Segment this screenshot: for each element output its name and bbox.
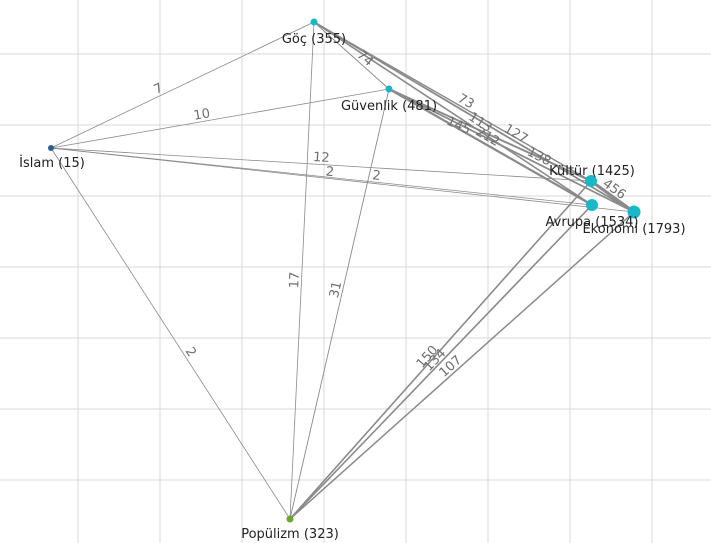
node-label-kultur: Kültür (1425) — [549, 164, 635, 179]
edge-guvenlik-avrupa — [388, 88, 593, 206]
edge-islam-ekonomi — [50, 147, 635, 213]
edge-guvenlik-ekonomi — [388, 88, 635, 213]
edge-label-goc-kultur: 73 — [455, 91, 477, 112]
edge-label-islam-goc: 7 — [152, 81, 166, 98]
node-label-avrupa: Avrupa (1534) — [546, 215, 639, 230]
node-labels-layer: Göç (355) Güvenlik (481) İslam (15) Kültür … — [19, 32, 685, 542]
edges-layer — [50, 21, 635, 520]
node-guvenlik[interactable] — [385, 85, 393, 93]
edge-kultur-ekonomi — [590, 179, 635, 214]
edge-goc-ekonomi — [313, 21, 635, 213]
edge-label-islam-ekonomi: 2 — [372, 168, 382, 184]
node-label-guvenlik: Güvenlik (481) — [341, 99, 437, 114]
node-islam[interactable] — [48, 145, 54, 151]
edge-label-islam-guvenlik: 10 — [193, 106, 212, 124]
node-label-islam: İslam (15) — [19, 155, 85, 171]
edge-goc-guvenlik — [313, 21, 390, 90]
node-avrupa[interactable] — [586, 199, 598, 211]
edge-ekonomi-populizm — [289, 211, 635, 520]
edge-label-guvenlik-populizm: 31 — [327, 280, 345, 299]
edge-guvenlik-kultur — [388, 88, 592, 182]
edge-goc-populizm — [289, 21, 315, 520]
edge-label-islam-kultur: 12 — [313, 150, 330, 166]
node-label-ekonomi: Ekonomi (1793) — [582, 222, 685, 237]
edge-avrupa-populizm — [289, 204, 593, 520]
edge-islam-populizm — [50, 147, 291, 520]
edge-islam-goc — [50, 21, 315, 149]
node-populizm[interactable] — [286, 515, 294, 523]
edge-kultur-populizm — [289, 180, 592, 520]
edge-islam-kultur — [50, 147, 592, 182]
edge-label-islam-populizm: 2 — [182, 345, 199, 360]
node-label-goc: Göç (355) — [282, 32, 346, 47]
edge-islam-guvenlik — [50, 88, 390, 149]
node-ekonomi[interactable] — [627, 205, 641, 219]
edge-guvenlik-populizm — [289, 88, 390, 520]
edge-goc-avrupa — [313, 21, 593, 206]
nodes-layer — [48, 18, 641, 523]
node-kultur[interactable] — [585, 175, 597, 187]
edge-label-islam-avrupa: 2 — [325, 164, 335, 180]
node-goc[interactable] — [310, 18, 318, 26]
node-label-populizm: Popülizm (323) — [241, 527, 339, 542]
edge-label-goc-populizm: 17 — [287, 271, 303, 288]
